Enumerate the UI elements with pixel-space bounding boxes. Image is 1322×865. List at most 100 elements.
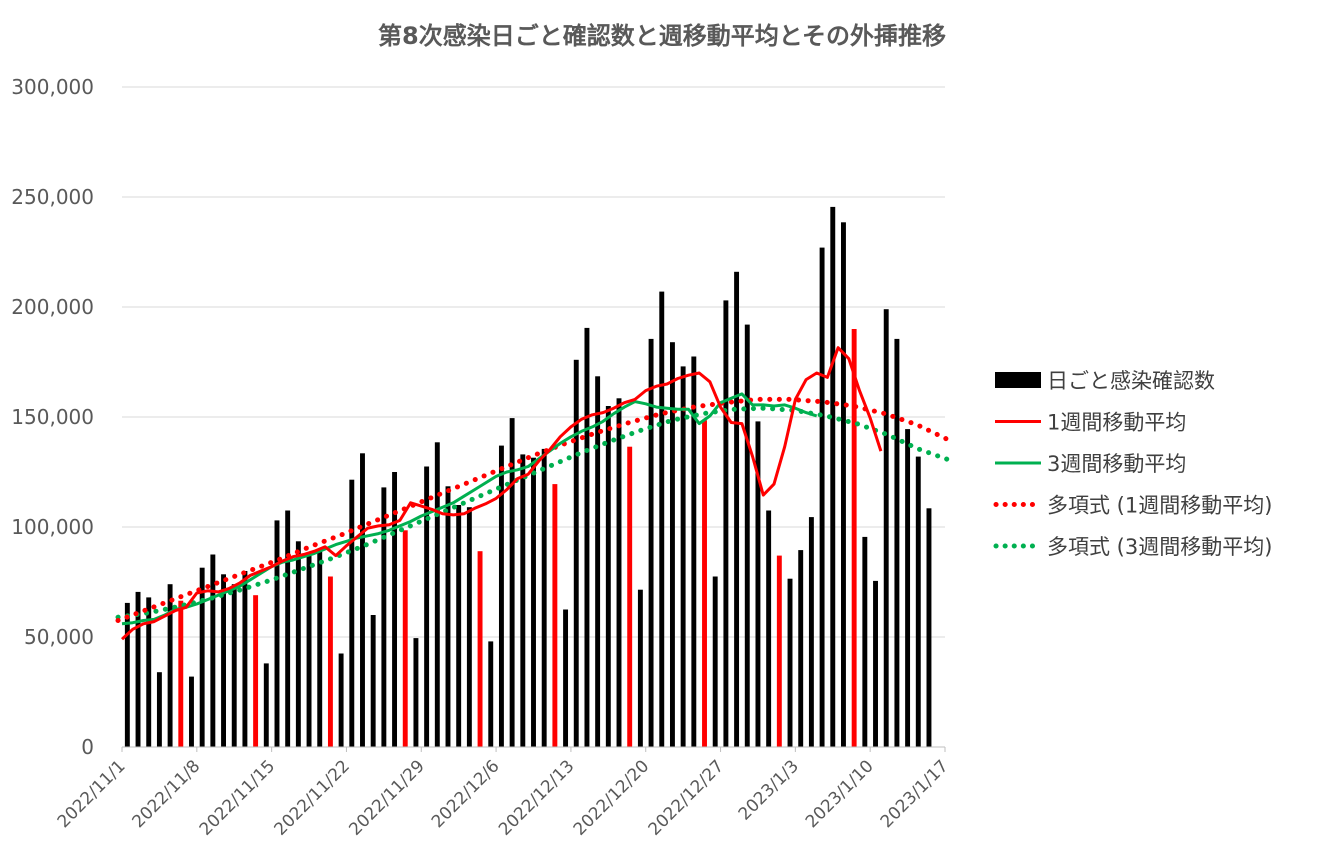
legend-label: 3週間移動平均 (1047, 452, 1186, 476)
bar-daily-cases (306, 553, 312, 747)
chart-title: 第8次感染日ごと確認数と週移動平均とその外挿推移 (378, 22, 946, 50)
bar-weekly-highlight (253, 595, 259, 747)
bar-daily-cases (766, 510, 772, 747)
bar-daily-cases (156, 672, 162, 747)
bar-daily-cases (381, 487, 387, 747)
legend-label: 多項式 (1週間移動平均) (1047, 494, 1272, 518)
y-tick-label: 0 (81, 735, 94, 759)
bar-daily-cases (509, 418, 515, 747)
bar-daily-cases (488, 641, 494, 747)
x-axis-labels: 2022/11/1 2022/11/82022/11/152022/11/2220… (54, 747, 953, 840)
bar-weekly-highlight (477, 551, 483, 747)
bar-weekly-highlight (178, 600, 184, 747)
bar-daily-cases (798, 550, 804, 747)
x-tick-label: 2023/1/3 (735, 756, 803, 824)
bar-daily-cases (787, 578, 793, 747)
bar-daily-cases (360, 453, 365, 747)
bar-daily-cases (392, 472, 398, 747)
x-tick-label: 2022/11/1 (54, 756, 130, 832)
bar-weekly-highlight (851, 329, 857, 747)
bar-weekly-highlight (776, 555, 782, 747)
bar-daily-cases (862, 536, 868, 747)
bar-daily-cases (520, 454, 526, 747)
bar-daily-cases (199, 567, 205, 747)
bar-daily-cases (691, 356, 697, 747)
gridlines (122, 86, 945, 638)
bar-daily-cases (744, 324, 750, 747)
bar-daily-cases (189, 676, 194, 747)
bar-daily-cases (905, 429, 911, 747)
x-tick-label: 2022/11/22 (271, 756, 354, 839)
bar-daily-cases (498, 445, 504, 747)
bar-daily-cases (819, 247, 825, 747)
legend-swatch (995, 372, 1041, 388)
bar-daily-cases (841, 222, 846, 748)
bar-daily-cases (830, 206, 836, 747)
bar-daily-cases (413, 638, 419, 747)
bar-daily-cases (723, 300, 729, 747)
bar-daily-cases (541, 448, 547, 747)
y-tick-label: 100,000 (11, 515, 94, 539)
bar-daily-cases (808, 517, 814, 747)
bar-daily-cases (531, 457, 536, 747)
x-tick-label: 2022/12/20 (570, 756, 653, 839)
bar-daily-cases (146, 597, 152, 747)
bar-daily-cases (616, 398, 622, 747)
bar-daily-cases (124, 602, 130, 747)
bar-daily-cases (873, 580, 878, 747)
bar-weekly-highlight (402, 530, 408, 747)
bar-daily-cases (605, 406, 611, 747)
bar-daily-cases (221, 574, 226, 747)
y-tick-label: 300,000 (11, 75, 94, 99)
bar-daily-cases (242, 571, 248, 747)
bar-daily-cases (637, 589, 643, 747)
x-tick-label: 2022/12/6 (428, 756, 504, 832)
bar-daily-cases (317, 549, 323, 747)
bar-daily-cases (167, 584, 173, 747)
x-tick-label: 2023/1/17 (877, 756, 953, 832)
x-tick-label: 2022/12/13 (495, 756, 578, 839)
bars (124, 206, 932, 748)
bar-weekly-highlight (552, 484, 558, 747)
bar-daily-cases (734, 271, 740, 747)
bar-daily-cases (883, 309, 889, 747)
bar-weekly-highlight (702, 420, 707, 747)
y-tick-label: 50,000 (24, 625, 94, 649)
line-1week-moving-average (120, 346, 883, 641)
bar-weekly-highlight (327, 576, 333, 747)
bar-daily-cases (669, 342, 675, 747)
bar-daily-cases (595, 376, 601, 747)
bar-daily-cases (231, 584, 237, 747)
bar-daily-cases (894, 338, 900, 747)
bar-daily-cases (712, 576, 718, 747)
bar-daily-cases (563, 609, 569, 747)
bar-daily-cases (349, 479, 355, 747)
bar-daily-cases (456, 505, 462, 747)
x-tick-label: 2022/11/15 (196, 756, 279, 839)
legend-label: 多項式 (3週間移動平均) (1047, 535, 1272, 559)
bar-daily-cases (466, 507, 472, 747)
bar-daily-cases (755, 421, 761, 747)
y-tick-label: 200,000 (11, 295, 94, 319)
bar-daily-cases (210, 554, 216, 747)
bar-daily-cases (680, 366, 686, 747)
trendline-1week (115, 396, 952, 623)
y-axis-labels: 0 50,000 100,000 150,000 200,000 250,000 300,0… (11, 75, 94, 759)
legend-label: 日ごと感染確認数 (1047, 369, 1215, 393)
x-tick-label: 2022/12/27 (645, 756, 728, 839)
bar-daily-cases (338, 653, 344, 747)
x-tick-label: 2023/1/10 (802, 756, 878, 832)
y-tick-label: 250,000 (11, 185, 94, 209)
y-tick-label: 150,000 (11, 405, 94, 429)
bar-daily-cases (434, 442, 440, 747)
bar-daily-cases (648, 338, 654, 747)
bar-daily-cases (285, 510, 291, 747)
x-tick-label: 2022/11/8 (129, 756, 205, 832)
x-tick-label: 2022/11/29 (345, 756, 428, 839)
bar-daily-cases (915, 456, 921, 747)
bar-daily-cases (926, 508, 932, 747)
bar-weekly-highlight (627, 446, 633, 747)
bar-daily-cases (370, 615, 376, 747)
